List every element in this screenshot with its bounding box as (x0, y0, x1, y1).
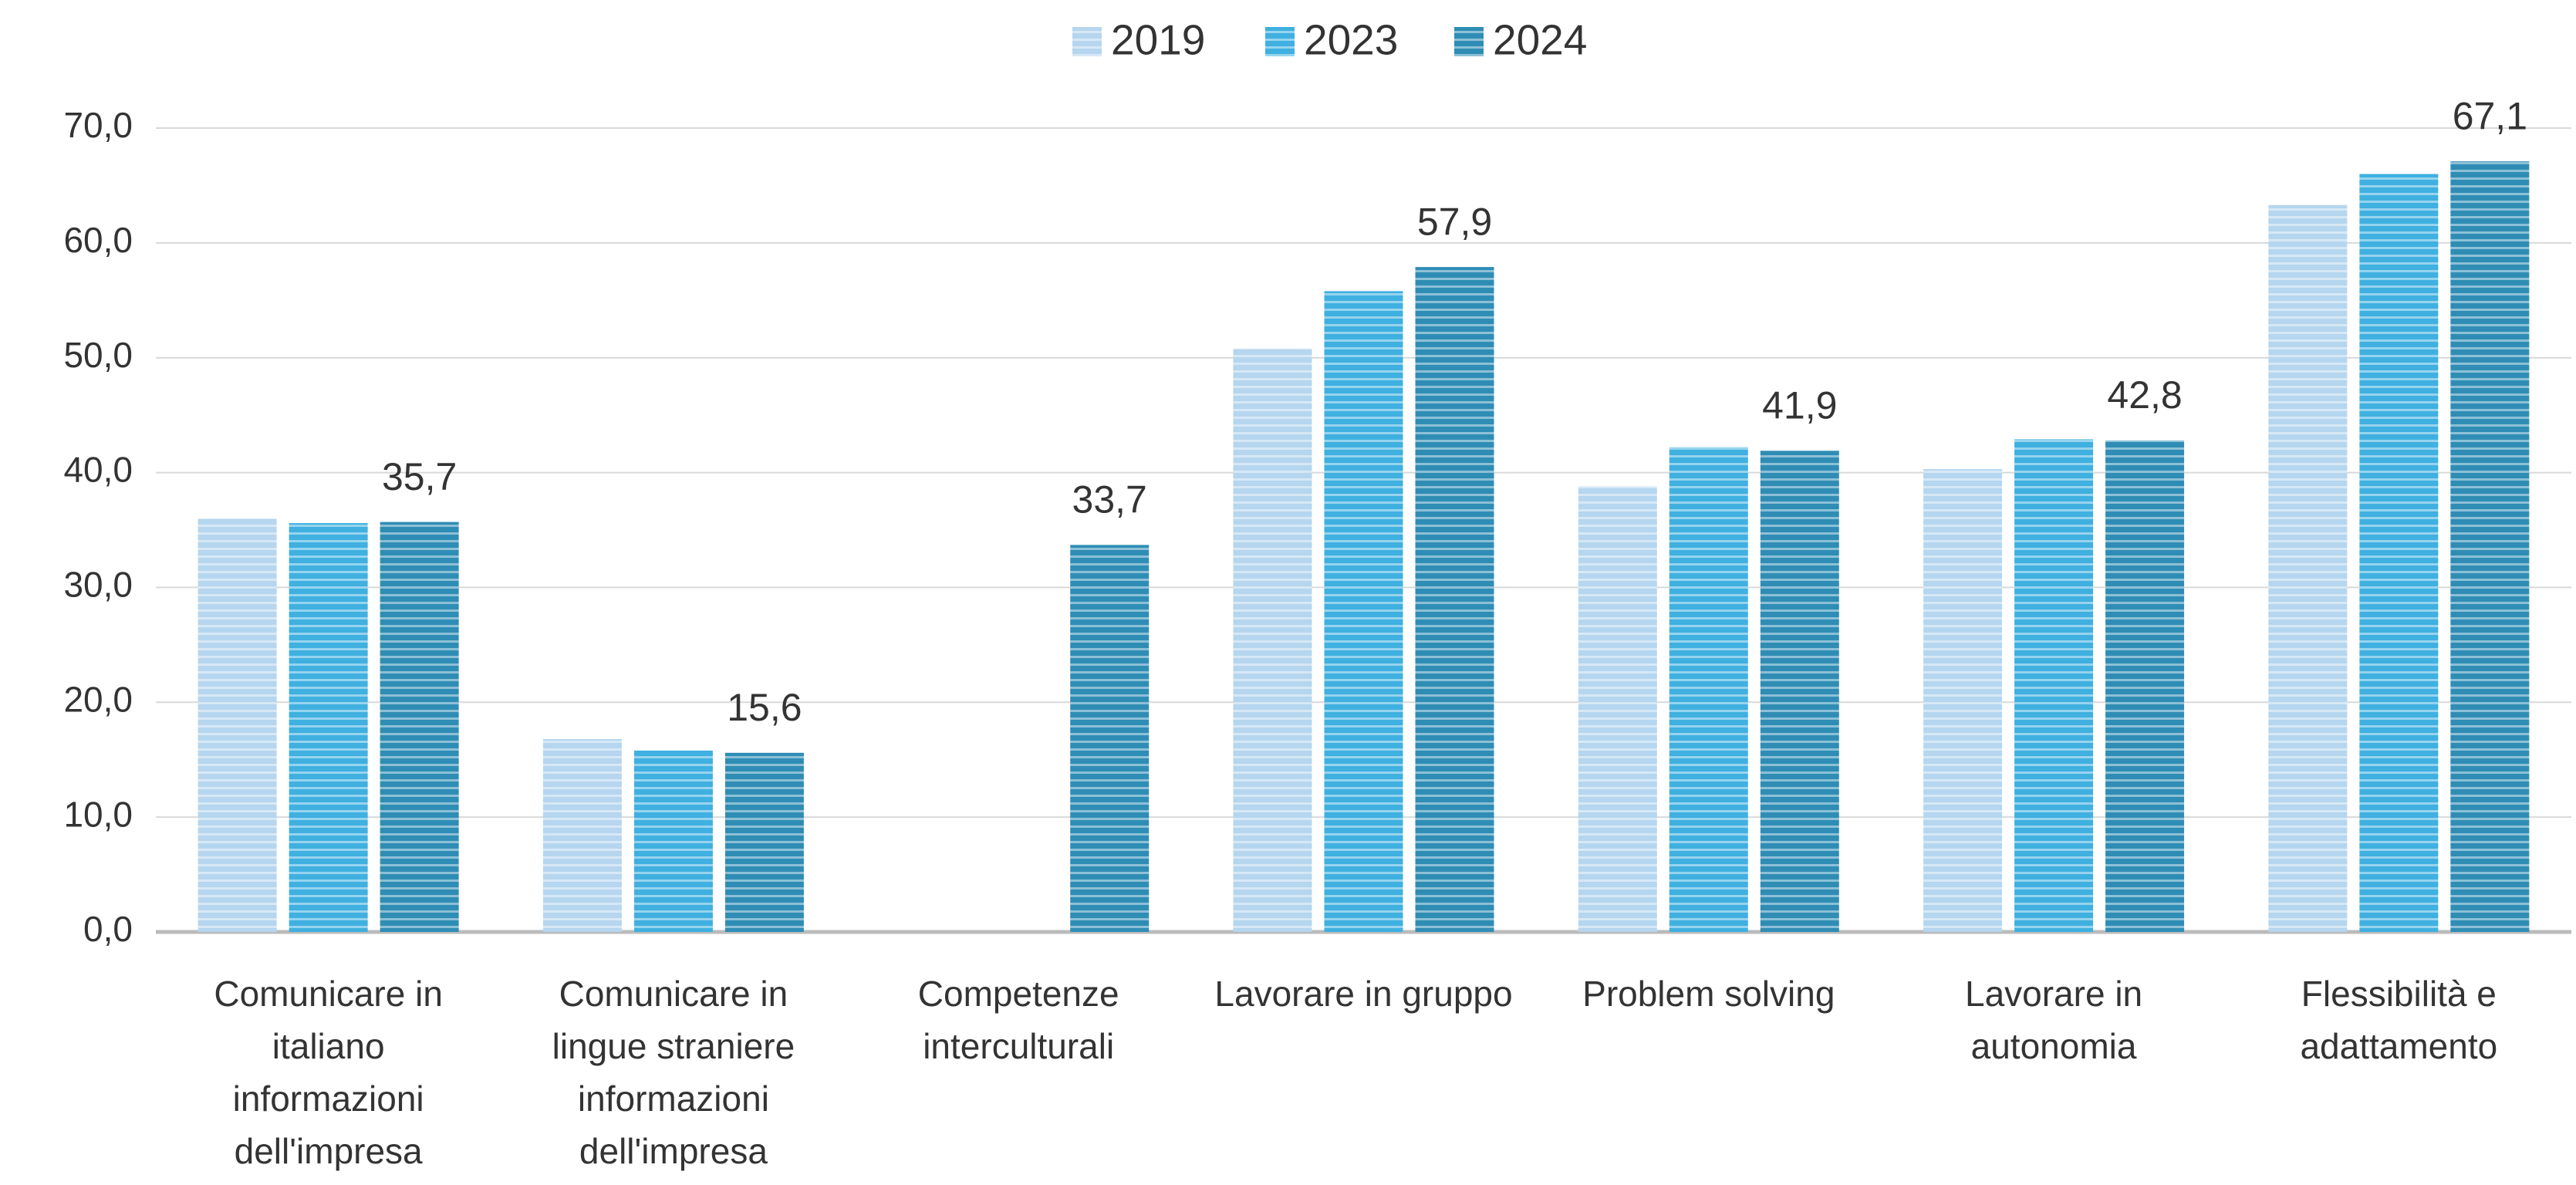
bar (2359, 174, 2439, 933)
bar (198, 518, 277, 932)
x-tick-label: Lavorare in gruppo (1214, 974, 1513, 1014)
y-tick-label: 0,0 (83, 909, 133, 949)
x-tick-label: Lavorare in autonomia (1964, 974, 2143, 1066)
data-label: 35,7 (382, 455, 457, 498)
legend-label: 2024 (1493, 16, 1587, 64)
legend-label: 2019 (1111, 16, 1205, 64)
data-label: 67,1 (2453, 94, 2527, 137)
bar (2268, 204, 2348, 933)
bar (633, 750, 713, 932)
x-tick-label: Problem solving (1582, 974, 1835, 1014)
bar (1070, 545, 1150, 932)
y-tick-label: 40,0 (63, 450, 133, 490)
data-label: 33,7 (1072, 478, 1147, 522)
x-tick-label: Flessibilità e adattamento (2300, 974, 2498, 1066)
bar (1923, 469, 2003, 932)
data-label: 41,9 (1762, 383, 1837, 427)
bar (1578, 486, 1657, 932)
y-tick-label: 30,0 (63, 565, 133, 605)
bar (1324, 291, 1403, 932)
bar (542, 738, 622, 932)
bar (724, 752, 804, 932)
x-tick-label: Comunicare in italiano informazioni dell… (214, 974, 443, 1171)
x-tick-label: Comunicare in lingue straniere informazi… (552, 974, 795, 1171)
x-tick-label: Competenze interculturali (917, 974, 1119, 1066)
y-tick-label: 10,0 (63, 794, 133, 834)
bar (1233, 348, 1312, 932)
bar (2450, 161, 2530, 932)
legend-swatch (1265, 27, 1295, 56)
y-tick-label: 20,0 (63, 679, 133, 719)
legend-swatch (1072, 27, 1102, 56)
legend-label: 2023 (1304, 16, 1398, 64)
data-label: 15,6 (727, 686, 802, 729)
bar (1415, 267, 1494, 932)
bar (1760, 451, 1839, 932)
bar (1669, 447, 1748, 932)
y-tick-label: 70,0 (63, 105, 133, 145)
data-label: 42,8 (2107, 373, 2182, 417)
bar (2014, 439, 2094, 932)
bar (380, 522, 459, 932)
y-tick-label: 50,0 (63, 335, 133, 375)
legend-swatch (1454, 27, 1484, 56)
data-label: 57,9 (1417, 200, 1492, 243)
y-tick-label: 60,0 (63, 220, 133, 260)
bar (2105, 440, 2185, 932)
bar (289, 523, 368, 932)
